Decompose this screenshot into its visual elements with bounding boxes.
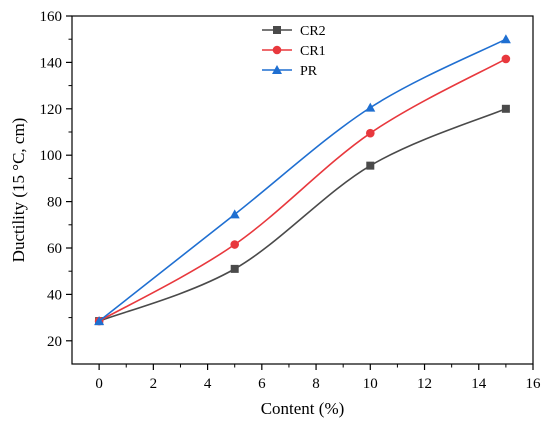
y-tick-label: 60: [47, 241, 62, 257]
series-layer: [94, 34, 511, 326]
legend: CR2 CR1 PR: [262, 24, 326, 79]
legend-label-cr2: CR2: [300, 24, 326, 39]
series-line-cr2: [98, 108, 507, 322]
legend-marker-cr1: [272, 45, 282, 55]
data-point-cr1: [501, 54, 511, 64]
x-tick-label: 14: [471, 376, 487, 392]
plot-border: [71, 15, 534, 365]
legend-item-cr2: CR2: [262, 24, 326, 39]
data-point-pr: [365, 102, 376, 112]
y-axis: 20 40 60 80 100 120 140 160: [40, 9, 72, 350]
x-axis-title: Content (%): [261, 399, 345, 418]
x-tick-label: 8: [312, 376, 320, 392]
y-tick-label: 100: [40, 148, 63, 164]
data-point-cr2: [366, 161, 375, 170]
data-point-pr: [94, 316, 105, 326]
y-tick-label: 140: [40, 55, 63, 71]
legend-item-pr: PR: [262, 64, 318, 79]
plot-frame: [71, 15, 534, 365]
series-line-cr1: [98, 58, 507, 322]
y-tick-label: 80: [47, 195, 62, 211]
y-tick-label: 40: [47, 287, 62, 303]
data-point-pr: [500, 34, 511, 44]
series-cr2: [95, 104, 510, 326]
series-cr1: [94, 54, 511, 326]
legend-label-cr1: CR1: [300, 44, 326, 59]
y-tick-label: 20: [47, 334, 62, 350]
x-axis: 0 2 4 6 8 10 12 14 16: [95, 364, 541, 392]
y-axis-title: Ductility (15 °C, cm): [9, 118, 28, 263]
legend-item-cr1: CR1: [262, 44, 326, 59]
x-tick-label: 6: [258, 376, 266, 392]
legend-marker-pr: [272, 65, 282, 74]
data-point-cr2: [230, 264, 239, 273]
series-pr: [94, 34, 511, 326]
x-tick-label: 0: [95, 376, 103, 392]
x-tick-label: 4: [204, 376, 212, 392]
y-tick-label: 160: [40, 9, 63, 25]
data-point-cr2: [501, 104, 510, 113]
x-tick-label: 16: [526, 376, 542, 392]
data-point-cr1: [230, 240, 240, 249]
x-tick-label: 10: [363, 376, 378, 392]
y-tick-label: 120: [40, 102, 63, 118]
x-tick-label: 2: [150, 376, 158, 392]
legend-label-pr: PR: [300, 64, 318, 79]
x-tick-label: 12: [417, 376, 432, 392]
legend-marker-cr2: [273, 26, 281, 34]
data-point-pr: [229, 209, 240, 219]
series-line-pr: [98, 38, 507, 322]
data-point-cr1: [365, 128, 375, 138]
